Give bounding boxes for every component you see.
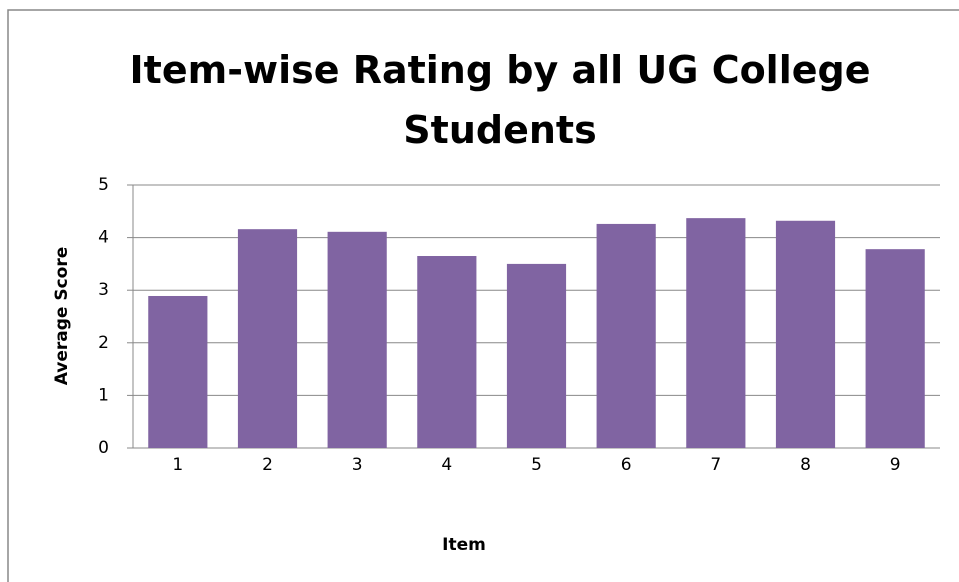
- x-axis-label: Item: [442, 535, 486, 555]
- x-tick-label: 6: [621, 455, 632, 475]
- bar: [775, 220, 836, 448]
- y-tick-label: 1: [98, 385, 109, 405]
- y-tick-label: 0: [98, 438, 109, 458]
- x-tick-label: 8: [800, 455, 811, 475]
- bar: [417, 256, 477, 448]
- bar: [865, 249, 925, 448]
- y-tick-label: 4: [98, 228, 109, 248]
- bar: [327, 231, 387, 448]
- x-tick-label: 4: [441, 455, 452, 475]
- y-tick-label: 2: [98, 333, 109, 353]
- bar: [148, 295, 208, 448]
- chart-border: [7, 9, 959, 582]
- x-tick-label: 2: [262, 455, 273, 475]
- x-tick-label: 9: [890, 455, 901, 475]
- x-tick-label: 7: [710, 455, 721, 475]
- x-tick-label: 1: [172, 455, 183, 475]
- y-tick-label: 3: [98, 280, 109, 300]
- bar: [686, 218, 746, 448]
- chart-title: Item-wise Rating by all UG College Stude…: [129, 48, 871, 152]
- bar: [506, 263, 567, 448]
- x-tick-label: 3: [352, 455, 363, 475]
- bar: [596, 223, 656, 448]
- bar: [237, 229, 298, 448]
- y-axis-label: Average Score: [52, 247, 72, 386]
- y-tick-label: 5: [98, 175, 109, 195]
- x-tick-label: 5: [531, 455, 542, 475]
